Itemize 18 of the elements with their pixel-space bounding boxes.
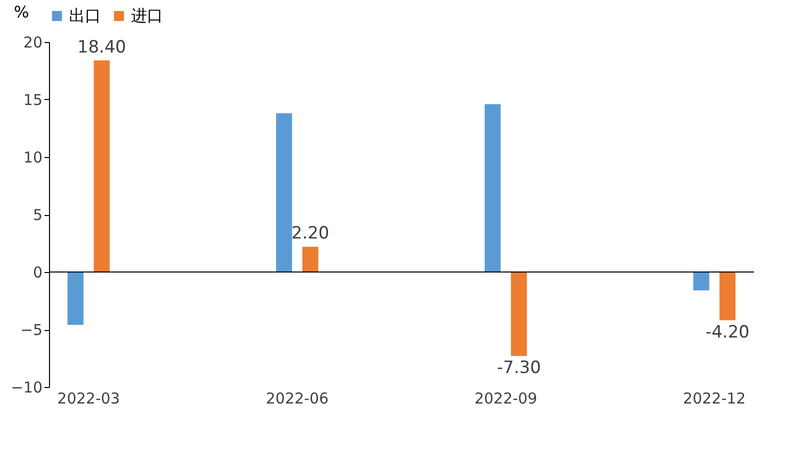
x-tick-label: 2022-09 bbox=[474, 390, 538, 408]
data-label: 18.40 bbox=[77, 37, 126, 58]
x-tick-label: 2022-12 bbox=[683, 390, 746, 408]
data-label: -7.30 bbox=[496, 358, 541, 378]
legend-label: 进口 bbox=[131, 6, 163, 25]
y-axis-title: % bbox=[14, 2, 30, 22]
x-tick-label: 2022-06 bbox=[266, 390, 329, 408]
legend-label: 出口 bbox=[69, 6, 101, 25]
y-tick-label: 20 bbox=[23, 34, 42, 52]
data-label: 2.20 bbox=[291, 224, 330, 244]
x-tick-label: 2022-03 bbox=[57, 390, 120, 408]
y-tick-label: 5 bbox=[32, 206, 42, 224]
y-tick-label: −10 bbox=[10, 378, 42, 396]
y-tick-label: 10 bbox=[23, 148, 42, 166]
y-tick-label: 0 bbox=[32, 264, 42, 282]
y-tick-label: −5 bbox=[20, 321, 42, 339]
data-label: -4.20 bbox=[705, 322, 750, 342]
y-tick-label: 15 bbox=[23, 91, 42, 109]
